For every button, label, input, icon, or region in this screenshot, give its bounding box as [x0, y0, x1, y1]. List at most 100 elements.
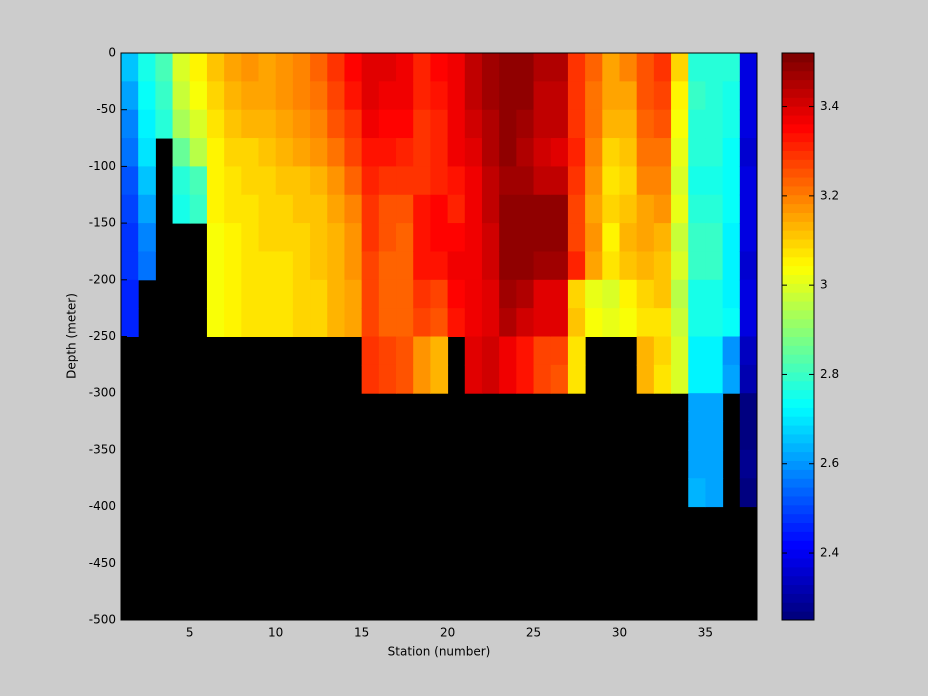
heat-cell [292, 194, 311, 224]
heat-cell [155, 53, 174, 82]
heat-cell [292, 138, 311, 167]
heat-cell [275, 109, 294, 139]
heat-cell [241, 81, 260, 111]
heat-cell [396, 166, 414, 196]
heat-cell [550, 109, 569, 139]
heat-cell [413, 223, 431, 252]
heat-cell [705, 478, 724, 508]
colorbar-segment [782, 611, 814, 621]
heat-cell [722, 138, 741, 167]
heat-cell [533, 53, 552, 82]
heat-cell [550, 308, 569, 337]
heat-cell [224, 194, 242, 224]
heat-cell [516, 53, 535, 82]
heat-cell [275, 279, 294, 309]
colorbar-segment [782, 433, 814, 444]
heat-cell [292, 279, 311, 309]
heat-cell [585, 53, 603, 82]
heat-cell [722, 81, 741, 111]
y-tick-label: -400 [89, 499, 116, 513]
heat-cell [464, 81, 483, 111]
colorbar-segment [782, 575, 814, 586]
colorbar-segment [782, 460, 814, 470]
heat-cell [602, 279, 620, 309]
heat-cell [499, 81, 517, 111]
heat-cell [722, 251, 741, 281]
y-tick-label: -350 [89, 442, 116, 456]
heat-cell [705, 336, 724, 366]
heat-cell [653, 166, 672, 196]
heat-cell [688, 194, 706, 224]
colorbar-segment [782, 88, 814, 98]
heat-cell [688, 138, 706, 167]
heat-cell [361, 308, 380, 337]
heat-cell [258, 308, 277, 337]
colorbar-segment [782, 354, 814, 364]
heat-cell [705, 109, 724, 139]
heat-cell [671, 53, 689, 82]
heat-cell [430, 308, 449, 337]
heat-cell [241, 279, 260, 309]
heat-cell [602, 53, 620, 82]
heat-cell [396, 251, 414, 281]
heat-cell [722, 279, 741, 309]
heat-cell [550, 166, 569, 196]
heat-cell [585, 308, 603, 337]
heat-cell [430, 81, 449, 111]
heat-cell [499, 223, 517, 252]
heat-cell [206, 308, 225, 337]
y-tick-label: -450 [89, 556, 116, 570]
heat-cell [688, 449, 706, 479]
heat-cell [705, 138, 724, 167]
heat-cell [688, 364, 706, 394]
colorbar-frame [781, 52, 815, 621]
y-tick-label: -300 [89, 386, 116, 400]
heat-cell [378, 194, 397, 224]
heat-cell [705, 364, 724, 394]
colorbar-segment [782, 230, 814, 240]
heat-cell [688, 81, 706, 111]
heat-cell [447, 251, 466, 281]
heat-cell [671, 336, 689, 366]
heat-cell [206, 251, 225, 281]
heat-cell [481, 81, 500, 111]
heat-cell [567, 166, 586, 196]
heat-cell [602, 223, 620, 252]
heat-cell [705, 421, 724, 451]
heat-cell [396, 53, 414, 82]
heat-cell [275, 166, 294, 196]
heat-cell [241, 251, 260, 281]
heat-cell [378, 308, 397, 337]
heat-cell [481, 166, 500, 196]
colorbar-segment [782, 150, 814, 160]
heat-cell [155, 81, 174, 111]
heat-cell [533, 194, 552, 224]
heat-cell [739, 279, 758, 309]
heat-cell [516, 336, 535, 366]
colorbar-segment [782, 309, 814, 320]
heat-cell [705, 223, 724, 252]
heat-cell [636, 109, 655, 139]
heat-cell [378, 138, 397, 167]
heat-cell [224, 223, 242, 252]
colorbar-segment [782, 97, 814, 107]
colorbar-segment [782, 495, 814, 506]
heat-cell [499, 194, 517, 224]
colorbar-segment [782, 531, 814, 541]
heat-cell [224, 138, 242, 167]
heat-cell [464, 194, 483, 224]
heat-cell [275, 251, 294, 281]
heat-cell [739, 53, 758, 82]
heat-cell [121, 53, 139, 82]
heat-cell [499, 138, 517, 167]
colorbar-segment [782, 549, 814, 559]
heat-cell [292, 251, 311, 281]
heat-cell [447, 166, 466, 196]
heat-cell [447, 279, 466, 309]
heat-cell [585, 166, 603, 196]
heat-cell [121, 138, 139, 167]
y-tick-label: -150 [89, 216, 116, 230]
heat-cell [481, 109, 500, 139]
heat-cell [653, 364, 672, 394]
